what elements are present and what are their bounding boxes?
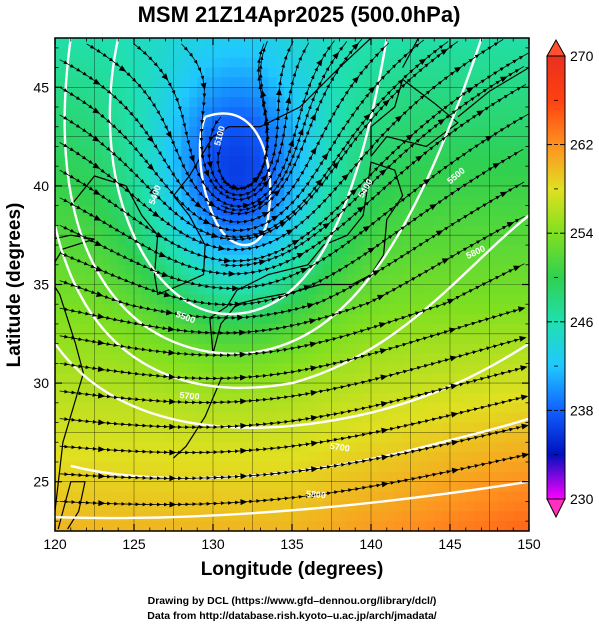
colorbar-label: 270 (570, 48, 594, 64)
wind-arrowhead (418, 58, 427, 66)
colorbar-label: 254 (570, 225, 594, 241)
wind-arrowhead (520, 394, 529, 401)
wind-arrowhead (311, 492, 319, 499)
wind-arrowhead (210, 232, 219, 239)
wind-arrowhead (168, 373, 176, 380)
wind-arrowhead (97, 392, 106, 399)
wind-arrowhead (257, 200, 265, 207)
chart-title: MSM 21Z14Apr2025 (500.0hPa) (138, 2, 461, 27)
wind-arrowhead (258, 259, 267, 266)
wind-arrowhead (310, 415, 319, 421)
wind-arrowhead (206, 161, 213, 169)
wind-arrowhead (332, 51, 340, 60)
wind-arrowhead (228, 270, 236, 277)
wind-streamlines (59, 38, 529, 508)
wind-arrowhead (200, 82, 207, 91)
wind-arrowhead (169, 475, 177, 482)
wind-arrowhead (97, 339, 105, 346)
contour-label: 5700 (179, 390, 200, 402)
wind-arrowhead (297, 128, 304, 136)
wind-arrowhead (98, 473, 106, 480)
wind-arrowhead (232, 285, 240, 292)
wind-arrowhead (240, 473, 248, 480)
colorbar-label: 238 (570, 402, 594, 418)
wind-arrowhead (310, 466, 319, 473)
wind-arrowhead (169, 449, 177, 456)
wind-arrowhead (167, 325, 176, 332)
y-tick-label: 35 (33, 277, 49, 293)
wind-arrowhead (169, 501, 177, 508)
y-tick-label: 30 (33, 375, 49, 391)
wind-arrowhead (310, 389, 318, 396)
wind-arrowhead (310, 365, 318, 372)
wind-arrowhead (239, 351, 247, 358)
contour-label: 5800 (306, 489, 327, 501)
wind-arrowhead (381, 454, 389, 461)
colorbar-max-arrow (546, 38, 566, 57)
x-axis-label: Longitude (degrees) (201, 559, 384, 580)
colorbar-label: 262 (570, 137, 594, 153)
wind-arrowhead (118, 65, 127, 72)
wind-arrowhead (519, 335, 527, 342)
wind-arrowhead (521, 423, 529, 430)
wind-arrowhead (258, 230, 266, 236)
x-tick-label: 130 (201, 536, 225, 552)
wind-arrowhead (97, 366, 106, 373)
y-axis-label: Latitude (degrees) (4, 203, 25, 368)
wind-arrowhead (169, 398, 177, 405)
contour-label: 5100 (212, 125, 227, 147)
streamline (220, 41, 348, 213)
credit-drawing: Drawing by DCL (https://www.gfd–dennou.o… (148, 595, 437, 607)
x-tick-label: 145 (438, 536, 462, 552)
wind-arrowhead (520, 365, 528, 372)
wind-arrowhead (239, 329, 247, 336)
contour-label: 5700 (329, 441, 350, 454)
wind-arrowhead (169, 423, 177, 430)
x-tick-label: 140 (359, 536, 383, 552)
wind-arrowhead (239, 374, 247, 381)
wind-arrowhead (163, 291, 172, 298)
x-tick-label: 135 (280, 536, 304, 552)
wind-arrowhead (240, 447, 248, 454)
wind-arrowhead (98, 446, 106, 453)
wind-arrowhead (517, 306, 526, 313)
wind-arrowhead (240, 398, 248, 405)
wind-arrowhead (363, 113, 371, 121)
wind-arrowhead (309, 341, 318, 348)
wind-arrowhead (161, 73, 169, 81)
wind-arrowhead (237, 314, 245, 321)
credit-data: Data from http://database.rish.kyoto–u.a… (147, 610, 436, 622)
wind-arrowhead (218, 245, 226, 251)
x-axis-ticks: 120 125 130 135 140 145 150 (43, 38, 541, 552)
wind-arrowhead (234, 301, 242, 308)
wind-arrowhead (168, 349, 176, 356)
colorbar-min-arrow (546, 498, 566, 519)
colorbar-label: 230 (570, 491, 594, 507)
colorbar-label: 246 (570, 314, 594, 330)
y-tick-label: 45 (33, 79, 49, 95)
wind-arrowhead (98, 419, 106, 426)
wind-arrowhead (240, 422, 248, 429)
y-axis-ticks: 25 30 35 40 45 (33, 47, 529, 522)
x-tick-label: 150 (517, 536, 541, 552)
wind-arrowhead (165, 309, 174, 316)
y-tick-label: 40 (33, 178, 49, 194)
wind-arrowhead (240, 499, 248, 506)
wind-arrowhead (310, 440, 319, 447)
wind-arrowhead (521, 452, 529, 459)
wind-arrowhead (260, 174, 268, 182)
x-tick-label: 120 (43, 536, 67, 552)
y-tick-label: 25 (33, 474, 49, 490)
wind-arrowhead (381, 427, 389, 434)
colorbar: 270 262 254 246 238 230 (546, 38, 594, 519)
wind-arrowhead (275, 88, 282, 96)
wind-arrowhead (499, 76, 508, 83)
x-tick-label: 125 (122, 536, 146, 552)
wind-arrowhead (381, 481, 389, 488)
wind-arrowhead (98, 500, 106, 507)
